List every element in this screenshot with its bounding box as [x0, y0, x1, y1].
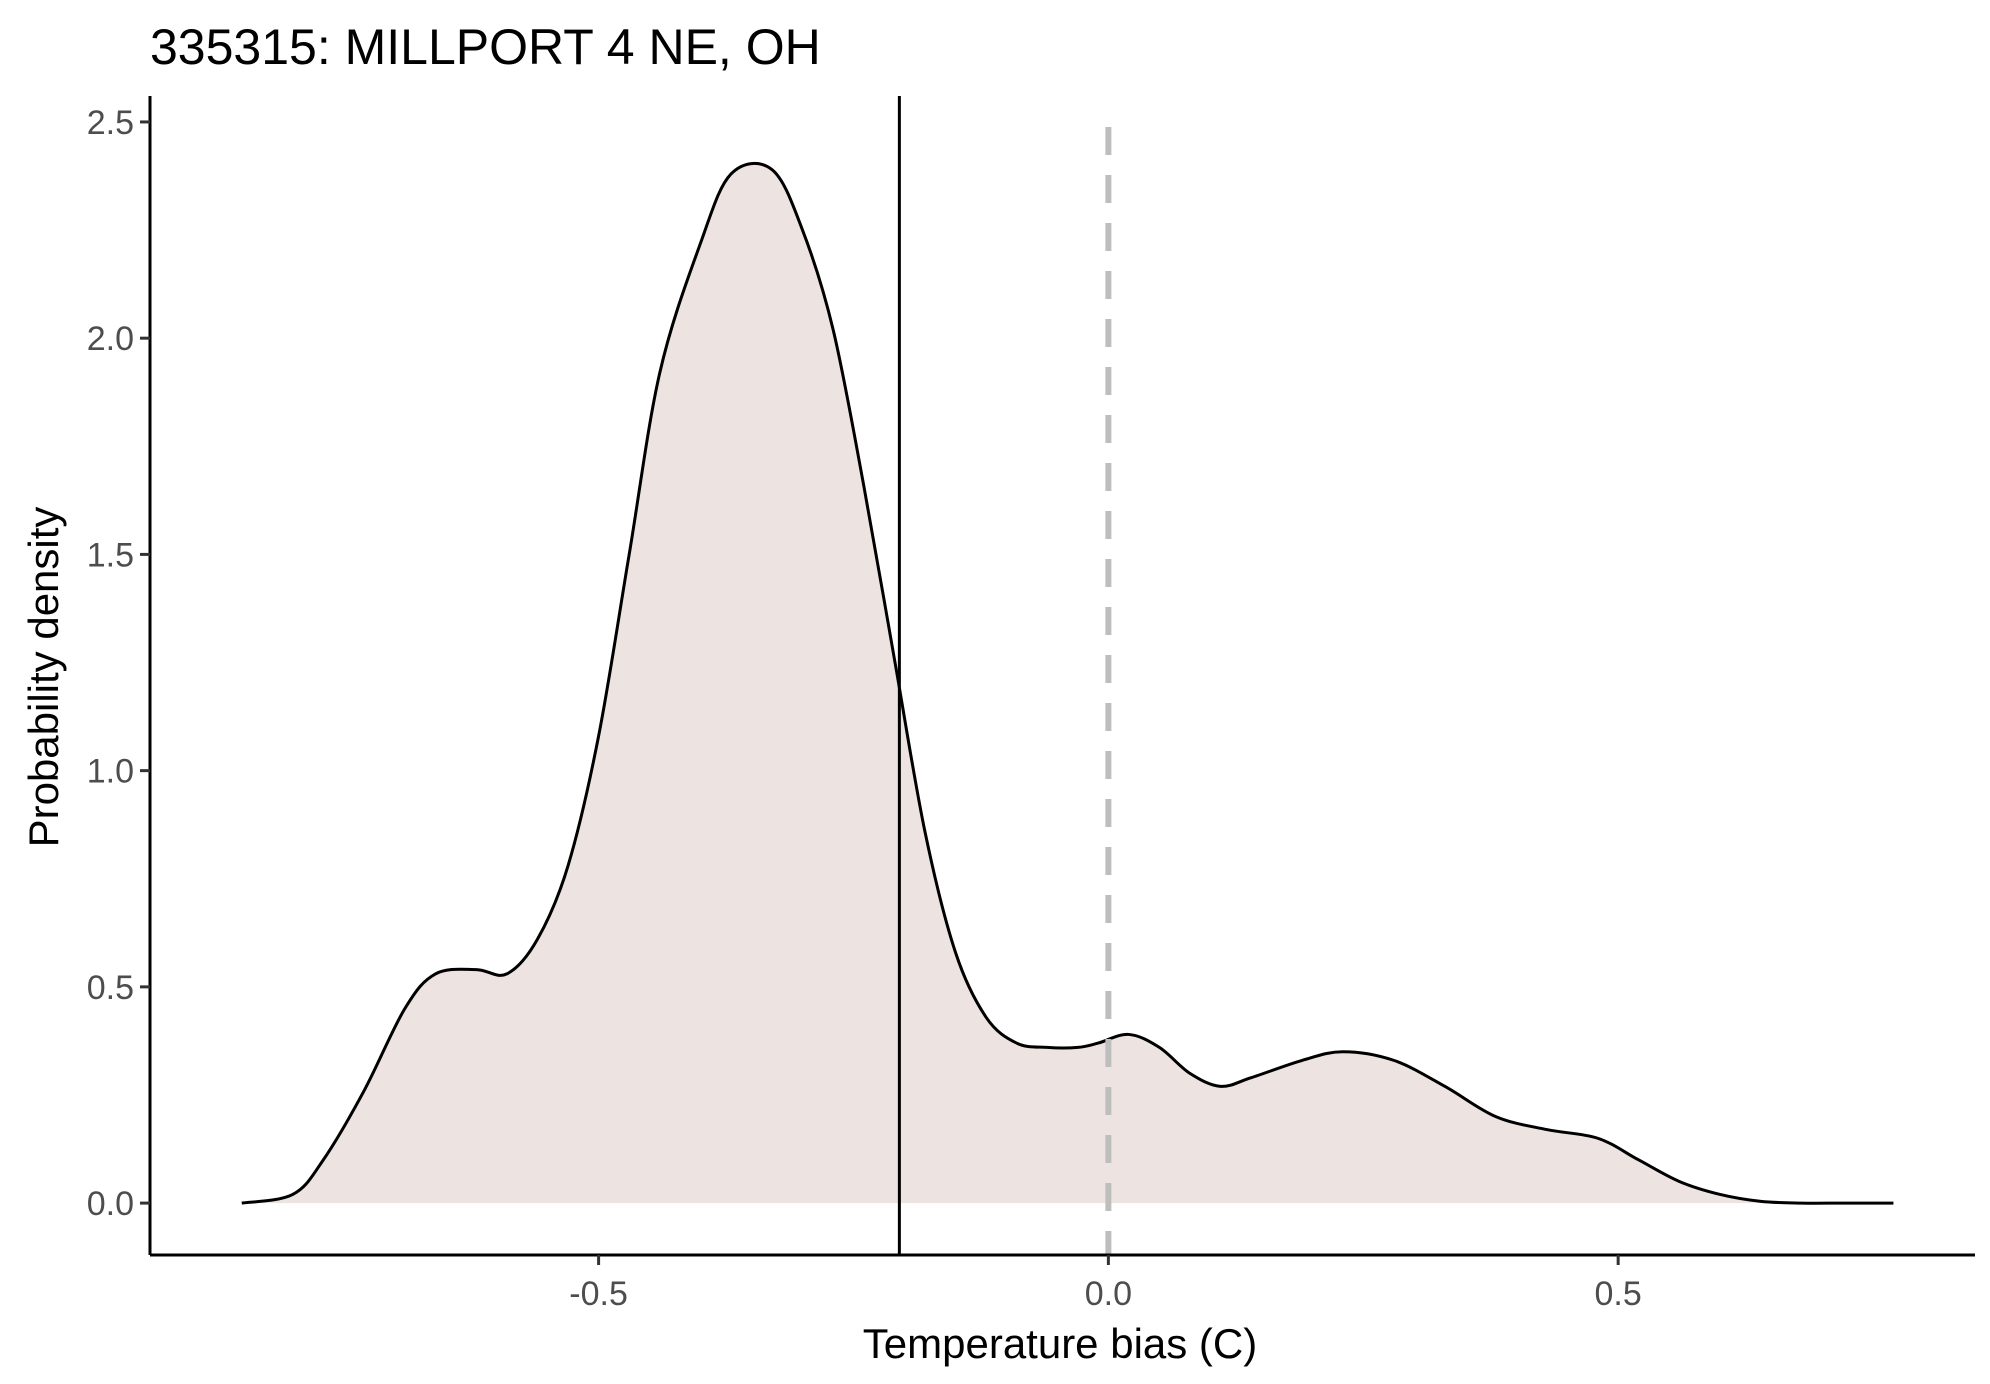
y-tick-label: 1.0 — [87, 753, 134, 791]
y-tick-label: 0.5 — [87, 969, 134, 1007]
x-axis-title: Temperature bias (C) — [863, 1320, 1257, 1367]
density-curve — [241, 162, 1894, 1205]
x-tick-label: 0.0 — [1085, 1275, 1132, 1313]
y-tick-label: 1.5 — [87, 536, 134, 574]
x-tick-label: -0.5 — [569, 1275, 628, 1313]
y-tick-label: 0.0 — [87, 1185, 134, 1223]
plot-area: 0.0 0.5 1.0 1.5 2.0 2.5 -0.5 0.0 0.5 — [87, 96, 1975, 1313]
chart-title: 335315: MILLPORT 4 NE, OH — [150, 19, 821, 75]
y-tick-label: 2.5 — [87, 104, 134, 142]
y-tick-label: 2.0 — [87, 320, 134, 358]
density-area — [241, 163, 1894, 1204]
x-tick-label: 0.5 — [1595, 1275, 1642, 1313]
y-axis-title: Probability density — [20, 507, 67, 848]
